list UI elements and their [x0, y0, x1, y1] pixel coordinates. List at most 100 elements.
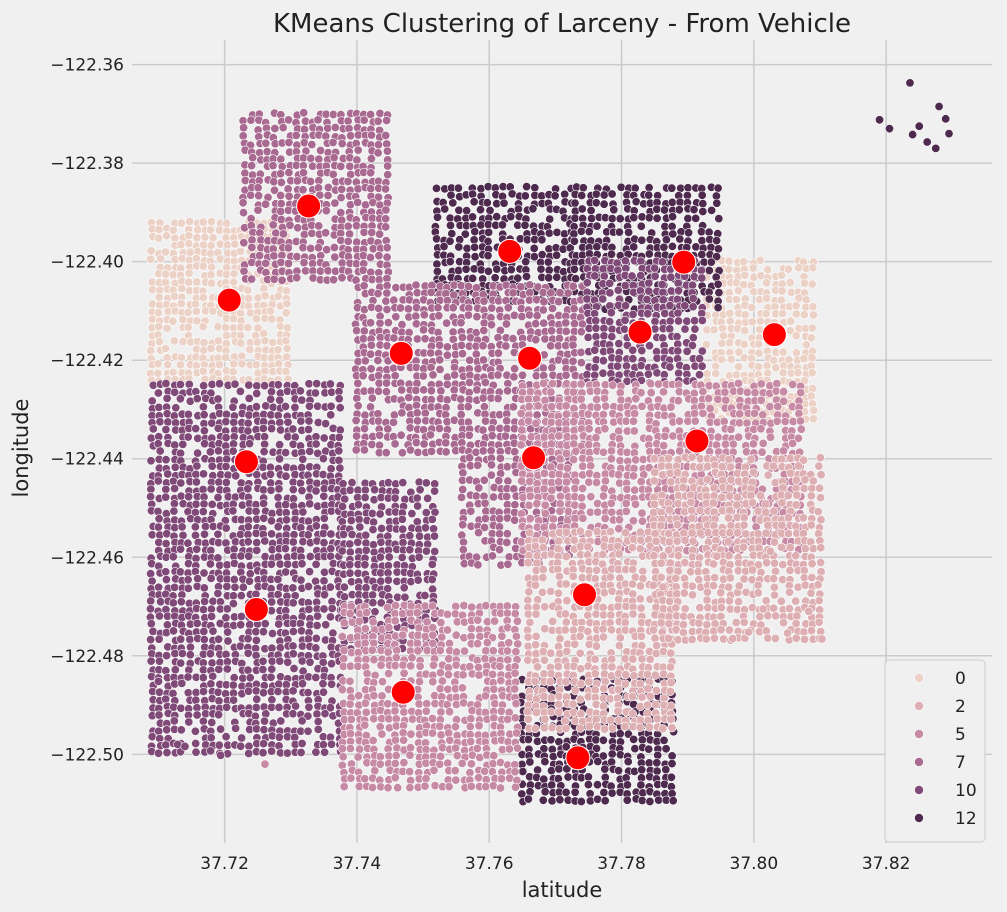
cluster-point: [383, 478, 393, 488]
cluster-point: [421, 478, 431, 488]
cluster-point: [198, 673, 208, 683]
cluster-point: [273, 522, 283, 532]
cluster-point: [260, 291, 270, 301]
cluster-point: [321, 620, 331, 630]
cluster-point: [360, 560, 370, 570]
cluster-point: [155, 417, 165, 427]
cluster-point: [161, 575, 171, 585]
cluster-point: [329, 153, 339, 163]
cluster-point: [644, 183, 654, 193]
cluster-point: [599, 483, 609, 493]
cluster-point: [672, 332, 682, 342]
cluster-point: [205, 559, 215, 569]
cluster-point: [161, 492, 171, 502]
cluster-point: [644, 278, 654, 288]
cluster-point: [478, 393, 488, 403]
cluster-point: [627, 543, 637, 553]
cluster-point: [631, 455, 641, 465]
cluster-point: [474, 483, 484, 493]
cluster-point: [578, 183, 588, 193]
cluster-point: [487, 431, 497, 441]
cluster-point: [191, 499, 201, 509]
cluster-point: [289, 530, 299, 540]
cluster-point: [374, 303, 384, 313]
cluster-point: [720, 387, 730, 397]
cluster-point: [578, 483, 588, 493]
cluster-point: [374, 386, 384, 396]
cluster-point: [381, 214, 391, 224]
cluster-point: [615, 729, 625, 739]
cluster-point: [318, 528, 328, 538]
cluster-point: [276, 716, 286, 726]
cluster-point: [297, 486, 307, 496]
cluster-point: [740, 326, 750, 336]
cluster-point: [478, 341, 488, 351]
cluster-point: [170, 462, 180, 472]
cluster-point: [205, 649, 215, 659]
cluster-point: [562, 463, 572, 473]
cluster-point: [397, 385, 407, 395]
cluster-point: [525, 491, 535, 501]
cluster-point: [404, 392, 414, 402]
cluster-point: [421, 508, 431, 518]
cluster-point: [420, 590, 430, 600]
cluster-point: [628, 416, 638, 426]
cluster-point: [537, 250, 547, 260]
cluster-point: [749, 408, 759, 418]
cluster-point: [191, 306, 201, 316]
cluster-point: [691, 213, 701, 223]
cluster-point: [612, 361, 622, 371]
cluster-point: [252, 470, 262, 480]
cluster-point: [569, 535, 579, 545]
cluster-point: [570, 513, 580, 523]
cluster-point: [629, 426, 639, 436]
cluster-point: [308, 161, 318, 171]
cluster-point: [266, 387, 276, 397]
cluster-point: [198, 716, 208, 726]
cluster-point: [273, 380, 283, 390]
cluster-point: [667, 222, 677, 232]
cluster-point: [266, 672, 276, 682]
cluster-point: [583, 332, 593, 342]
cluster-point: [275, 454, 285, 464]
cluster-point: [442, 379, 452, 389]
cluster-point: [750, 388, 760, 398]
cluster-point: [192, 618, 202, 628]
cluster-point: [614, 470, 624, 480]
cluster-point: [213, 492, 223, 502]
cluster-point: [458, 545, 468, 555]
cluster-point: [299, 108, 309, 118]
cluster-point: [154, 748, 164, 758]
cluster-point: [599, 393, 609, 403]
cluster-point: [293, 223, 303, 233]
cluster-point: [570, 787, 580, 797]
cluster-point: [754, 339, 764, 349]
cluster-point: [569, 264, 579, 274]
cluster-point: [237, 733, 247, 743]
cluster-point: [688, 302, 698, 312]
cluster-point: [396, 430, 406, 440]
cluster-point: [297, 716, 307, 726]
cluster-point: [299, 230, 309, 240]
cluster-point: [343, 236, 353, 246]
cluster-point: [221, 523, 231, 533]
cluster-point: [479, 402, 489, 412]
cluster-point: [311, 643, 321, 653]
cluster-point: [412, 493, 422, 503]
cluster-point: [146, 619, 156, 629]
cluster-point: [486, 470, 496, 480]
cluster-point: [516, 440, 526, 450]
cluster-point: [311, 672, 321, 682]
cluster-point: [252, 538, 262, 548]
cluster-point: [236, 338, 246, 348]
cluster-point: [674, 368, 684, 378]
cluster-point: [503, 303, 513, 313]
cluster-point: [288, 439, 298, 449]
cluster-point: [281, 471, 291, 481]
cluster-point: [375, 229, 385, 239]
cluster-point: [747, 302, 757, 312]
cluster-point: [683, 183, 693, 193]
cluster-point: [800, 278, 810, 288]
cluster-point: [473, 460, 483, 470]
